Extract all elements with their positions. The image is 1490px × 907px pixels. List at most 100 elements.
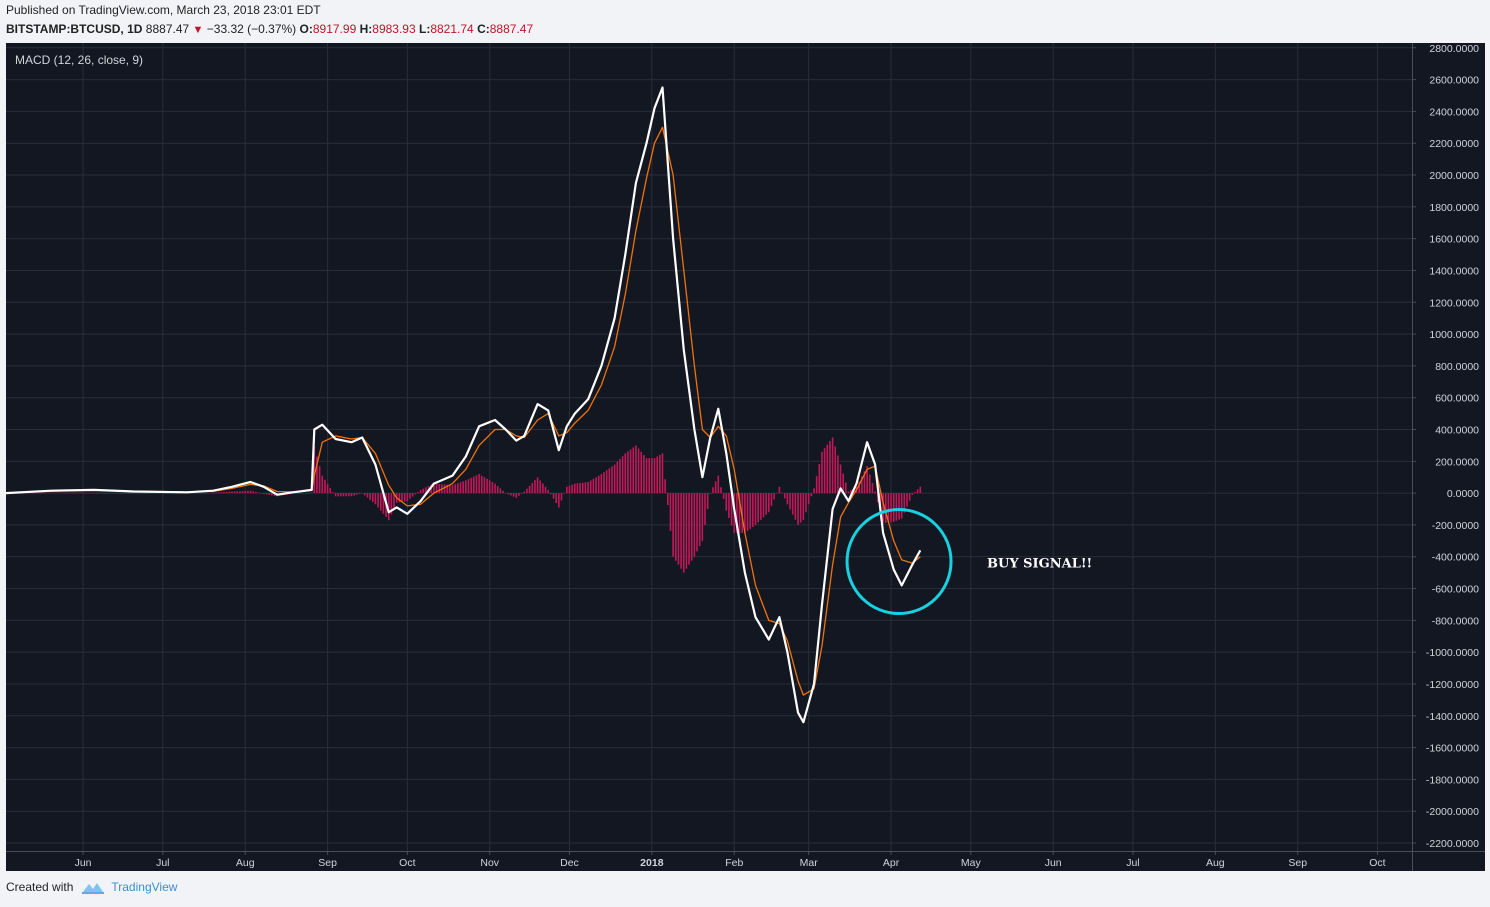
histogram-bar: [478, 474, 480, 494]
close-label: C:: [477, 22, 490, 36]
histogram-bar: [438, 484, 441, 494]
histogram-bar: [358, 493, 361, 494]
histogram-bar: [55, 492, 58, 494]
histogram-bar: [350, 493, 353, 497]
histogram-bar: [172, 493, 175, 494]
histogram-bar: [223, 492, 225, 494]
tradingview-link[interactable]: TradingView: [111, 880, 178, 894]
buy-signal-label: BUY SIGNAL!!: [987, 557, 1092, 572]
histogram-bar: [34, 492, 37, 494]
histogram-bar: [119, 493, 122, 494]
y-tick-label: 2600.0000: [1429, 75, 1479, 87]
open-label: O:: [299, 22, 313, 36]
y-tick-label: 2200.0000: [1429, 138, 1479, 150]
histogram-bar: [709, 493, 712, 494]
histogram-bar: [494, 483, 496, 494]
histogram-bar: [435, 483, 438, 494]
x-axis[interactable]: Jun Jul Aug Sep Oct Nov Dec 2018 Feb Mar Apr May Jun…: [6, 851, 1485, 869]
histogram-bar: [744, 493, 746, 533]
histogram-bar: [571, 484, 573, 494]
histogram-bar: [874, 491, 876, 494]
histogram-bar: [390, 493, 393, 515]
indicator-label: MACD (12, 26, close, 9): [15, 53, 143, 67]
histogram-bar: [433, 483, 435, 494]
histogram-bar: [63, 492, 66, 494]
histogram-bar: [643, 454, 645, 494]
histogram-bar: [791, 493, 794, 515]
histogram-bar: [68, 492, 71, 494]
y-tick-label: -2200.0000: [1426, 838, 1479, 850]
histogram-bar: [728, 493, 730, 519]
histogram-bar: [592, 478, 595, 494]
histogram-bar: [201, 493, 204, 494]
histogram-bar: [374, 493, 377, 505]
x-tick-label: Aug: [1206, 857, 1225, 869]
y-tick-label: -2000.0000: [1426, 806, 1479, 818]
histogram-bar: [446, 484, 448, 494]
histogram-bar: [313, 447, 316, 494]
histogram-bar: [534, 480, 536, 494]
histogram-bar: [685, 493, 688, 569]
histogram-bar: [799, 493, 802, 523]
chart-area[interactable]: BUY SIGNAL!! 2800.0000 2600.0000 2400.0000…: [6, 43, 1485, 871]
tradingview-logo-icon[interactable]: [81, 880, 105, 894]
grid: [6, 43, 1412, 851]
macd-chart[interactable]: BUY SIGNAL!! 2800.0000 2600.0000 2400.0000…: [6, 43, 1485, 871]
histogram-bar: [597, 475, 600, 494]
last-price: 8887.47: [145, 22, 190, 36]
histogram-bar: [701, 493, 704, 541]
histogram-bar: [661, 453, 664, 494]
histogram-bar: [813, 488, 815, 494]
histogram-bar: [183, 493, 185, 494]
histogram-bar: [188, 493, 191, 494]
histogram-bar: [90, 492, 92, 494]
histogram-bar: [847, 491, 850, 494]
histogram-bar: [884, 493, 887, 523]
histogram-bar: [53, 492, 55, 494]
down-arrow-icon: ▼: [192, 24, 204, 36]
y-tick-label: 1200.0000: [1429, 297, 1479, 309]
y-axis[interactable]: 2800.0000 2600.0000 2400.0000 2200.0000 2000…: [1412, 43, 1485, 871]
histogram-bar: [114, 493, 116, 494]
histogram-bar: [398, 493, 401, 503]
histogram-bar: [499, 488, 502, 494]
y-tick-label: 1400.0000: [1429, 265, 1479, 277]
histogram-bar: [66, 492, 68, 494]
histogram-bar: [916, 489, 919, 494]
quote-line: BITSTAMP:BTCUSD, 1D 8887.47 ▼ −33.32 (−0…: [6, 22, 533, 36]
histogram-bar: [124, 493, 127, 494]
histogram-bar: [558, 493, 560, 508]
histogram-bar: [651, 458, 653, 494]
histogram-bar: [329, 488, 332, 494]
histogram-bar: [239, 491, 241, 494]
histogram-bar: [754, 493, 757, 525]
histogram-bar: [270, 493, 273, 496]
histogram-bar: [342, 493, 345, 497]
histogram-bar: [430, 484, 433, 494]
histogram-bar: [199, 493, 201, 494]
histogram-bar: [635, 445, 637, 494]
histogram-bar: [273, 493, 276, 496]
histogram-bar: [82, 492, 84, 494]
histogram-bar: [693, 493, 696, 557]
y-tick-label: -1400.0000: [1426, 711, 1479, 723]
histogram-bar: [108, 493, 111, 494]
x-tick-label: Jun: [75, 857, 92, 869]
histogram-bar: [810, 493, 813, 497]
histogram-bar: [45, 492, 47, 494]
histogram-bar: [127, 493, 130, 494]
histogram-bar: [555, 493, 557, 504]
histogram-bar: [71, 492, 74, 494]
histogram-bar: [914, 492, 916, 494]
histogram-bar: [706, 493, 709, 510]
histogram-bar: [111, 493, 114, 494]
histogram-bar: [823, 448, 826, 494]
buy-signal-circle: [845, 508, 953, 616]
histogram-bar: [480, 475, 483, 494]
histogram-bar: [233, 491, 236, 494]
histogram-bar: [403, 493, 406, 502]
histogram-bar: [324, 479, 326, 494]
histogram-bar: [409, 493, 411, 499]
x-tick-label: Jun: [1045, 857, 1062, 869]
histogram-bar: [443, 484, 446, 494]
